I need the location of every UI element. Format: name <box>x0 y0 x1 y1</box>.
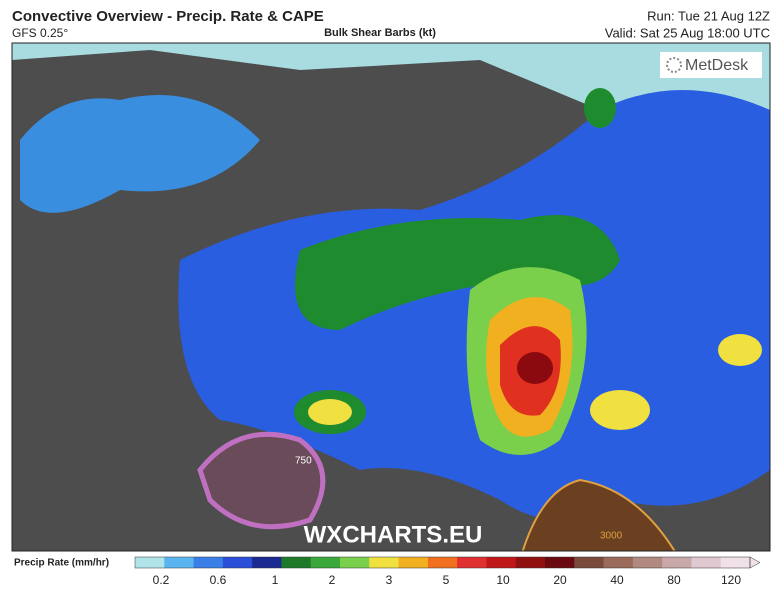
colorbar-tick-label: 3 <box>386 573 393 587</box>
cape <box>521 478 676 551</box>
watermark: WXCHARTS.EU <box>304 521 483 548</box>
valid-time: Valid: Sat 25 Aug 18:00 UTC <box>605 25 770 40</box>
colorbar-tick-label: 5 <box>443 573 450 587</box>
colorbar-swatch <box>340 557 370 568</box>
logo: MetDesk <box>685 57 749 74</box>
map-frame <box>11 42 771 552</box>
colorbar-swatch <box>398 557 429 568</box>
colorbar-tick-label: 120 <box>721 573 741 587</box>
cape <box>197 431 326 530</box>
precip <box>718 334 762 366</box>
colorbar-tick-label: 0.6 <box>210 573 227 587</box>
colorbar-tick-label: 10 <box>496 573 510 587</box>
precip <box>517 352 553 384</box>
colorbar-swatch <box>486 557 517 568</box>
run-time: Run: Tue 21 Aug 12Z <box>647 8 770 23</box>
colorbar-tick-label: 2 <box>329 573 336 587</box>
colorbar-swatch <box>135 557 165 568</box>
logo-box <box>660 52 762 78</box>
model: GFS 0.25° <box>12 26 68 40</box>
colorbar-swatch <box>720 557 751 568</box>
colorbar: 0.2 0.6 1 2 3 5 10 20 40 80 120 <box>134 556 761 587</box>
colorbar-frame <box>134 556 751 569</box>
colorbar-tick-label: 20 <box>553 573 567 587</box>
map: 750 3000 MetDesk WXCHARTS.EU <box>12 43 770 551</box>
colorbar-swatch <box>369 557 400 568</box>
precip <box>20 95 260 213</box>
contour-label: 750 <box>295 456 312 467</box>
colorbar-swatch <box>310 557 341 568</box>
colorbar-swatch <box>457 557 487 568</box>
colorbar-swatch <box>545 557 575 568</box>
colorbar-arrow <box>749 556 761 569</box>
colorbar-swatch <box>164 557 195 568</box>
precip-light <box>12 43 770 200</box>
logo-icon <box>666 57 682 73</box>
precip <box>308 399 352 425</box>
colorbar-tick-label: 1 <box>272 573 279 587</box>
colorbar-swatch <box>632 557 663 568</box>
title: Convective Overview - Precip. Rate & CAP… <box>12 8 324 25</box>
colorbar-swatch <box>252 557 282 568</box>
colorbar-tick-label: 0.2 <box>153 573 170 587</box>
colorbar-swatch <box>222 557 253 568</box>
colorbar-swatch <box>427 557 458 568</box>
precip <box>295 215 620 330</box>
colorbar-swatch <box>662 557 692 568</box>
precip <box>590 390 650 430</box>
contour-label: 3000 <box>600 531 623 542</box>
colorbar-swatch <box>281 557 312 568</box>
colorbar-swatch <box>574 557 605 568</box>
subtitle: Bulk Shear Barbs (kt) <box>324 27 436 39</box>
colorbar-swatch <box>515 557 546 568</box>
colorbar-tick-label: 40 <box>610 573 624 587</box>
colorbar-swatch <box>691 557 722 568</box>
colorbar-label: Precip Rate (mm/hr) <box>14 558 109 569</box>
colorbar-swatch <box>603 557 634 568</box>
precip <box>584 88 616 128</box>
colorbar-tick-label: 80 <box>667 573 681 587</box>
colorbar-swatch <box>193 557 224 568</box>
